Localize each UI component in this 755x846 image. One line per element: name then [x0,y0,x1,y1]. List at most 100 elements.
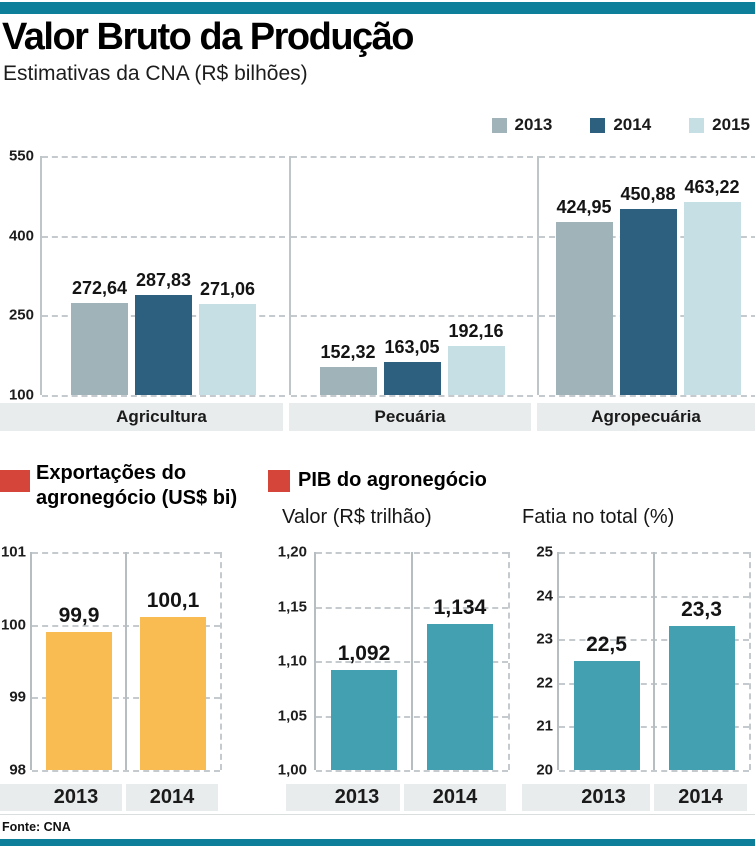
y-axis-tick: 22 [536,674,553,692]
pib-value-plot: 1,092 1,134 [314,552,510,772]
pib-share-label-2014: 2014 [654,784,747,811]
y-axis-tick: 98 [9,761,26,779]
y-axis-tick: 100 [0,616,26,634]
y-axis-tick: 1,10 [277,652,307,670]
gridline [539,395,755,397]
y-axis-tick: 1,05 [277,707,307,724]
bar-rect [447,346,505,395]
legend-label: 2014 [613,115,652,134]
category-divider [653,552,655,770]
top-accent-bar [0,2,755,14]
chart-legend: 2013 2014 2015 [491,115,750,135]
pib-share-plot: 22,5 23,3 [557,552,751,772]
legend-label: 2015 [712,115,750,134]
vbp-panel-pecuaria: 152,32 163,05 192,16 [289,156,533,397]
value-label: 272,64 [71,278,128,299]
bar-rect [573,661,640,770]
exports-chart-title: Exportações do agronegócio (US$ bi) [36,462,238,509]
bar-area: 1,092 1,134 [316,552,508,770]
value-label: 99,9 [58,603,100,627]
exports-label-2014: 2014 [126,784,218,811]
legend-swatch [590,117,606,133]
bar-area: 99,9 100,1 [32,552,220,770]
bar-rect [383,361,441,395]
bar: 450,88 [619,156,677,395]
y-axis-tick: 21 [536,717,553,735]
category-divider [411,552,413,770]
value-label: 287,83 [135,270,192,291]
vbp-panel-agropecuaria: 424,95 450,88 463,22 [537,156,755,397]
category-column-2014: 100,1 [126,552,220,770]
bar-group: 272,64 287,83 271,06 [42,156,285,395]
value-label: 1,092 [337,641,391,665]
value-label: 100,1 [146,589,200,613]
legend-item-2015: 2015 [689,115,750,135]
y-axis-tick: 101 [0,543,26,561]
bar: 463,22 [683,156,741,395]
bar-rect [668,626,735,770]
footer-divider [0,814,755,815]
page-title: Valor Bruto da Produção [2,16,415,58]
bar: 152,32 [319,156,377,395]
bar-group: 424,95 450,88 463,22 [539,156,755,395]
exports-plot: 99,9 100,1 [30,552,222,772]
pib-value-y-axis: 1,20 1,15 1,10 1,05 1,00 [270,544,307,779]
category-label: Agropecuária [591,407,701,426]
bar: 99,9 [46,552,112,770]
bar: 271,06 [199,156,256,395]
bar: 192,16 [447,156,505,395]
value-label: 152,32 [320,342,376,363]
gridline [539,156,755,158]
bar-rect [140,617,206,770]
bar: 424,95 [555,156,613,395]
pib-value-subtitle: Valor (R$ trilhão) [282,506,432,528]
value-label: 463,22 [684,177,740,198]
y-axis-tick: 20 [536,761,553,779]
pib-share-label-2013: 2013 [522,784,650,811]
bar: 163,05 [383,156,441,395]
legend-item-2013: 2013 [491,115,552,135]
category-divider [125,552,127,770]
gridline [42,235,285,238]
value-label: 192,16 [448,321,504,342]
pib-share-y-axis: 25 24 23 22 21 20 [515,544,553,779]
pib-share-subtitle: Fatia no total (%) [522,506,675,528]
bar-group: 152,32 163,05 192,16 [291,156,533,395]
legend-item-2014: 2014 [590,115,651,135]
category-column-2013: 99,9 [32,552,126,770]
legend-swatch [689,117,705,133]
red-square-marker-icon [0,470,30,492]
pib-group-title: PIB do agronegócio [298,469,487,491]
bar-rect [135,295,192,395]
category-label: Agricultura [116,407,207,426]
value-label: 271,06 [199,279,256,300]
gridline [291,235,533,238]
gridline [291,315,533,318]
category-column-2014: 1,134 [412,552,508,770]
category-label: 2013 [581,786,626,808]
red-square-marker-icon [268,470,290,492]
category-label-pecuaria: Pecuária [289,403,531,431]
y-axis-tick: 550 [8,147,34,165]
category-label-agropecuaria: Agropecuária [537,403,755,431]
category-label-agricultura: Agricultura [0,403,283,431]
y-axis-tick: 1,00 [277,761,307,779]
exports-label-2013: 2013 [0,784,122,811]
bottom-accent-bar [0,839,755,846]
bar: 287,83 [135,156,192,395]
source-note: Fonte: CNA [2,820,71,834]
bar: 1,092 [331,552,397,770]
bar-rect [319,367,377,395]
category-label: 2013 [53,786,99,808]
category-label: Pecuária [374,407,446,426]
vbp-panel-agricultura: 272,64 287,83 271,06 [40,156,285,397]
bar-rect [46,631,112,770]
value-label: 23,3 [681,598,722,622]
y-axis-tick: 250 [8,306,34,324]
category-label: 2014 [432,786,478,808]
value-label: 163,05 [384,336,440,357]
y-axis-tick: 23 [536,630,553,648]
y-axis-tick: 1,20 [277,543,307,561]
bar: 100,1 [140,552,206,770]
